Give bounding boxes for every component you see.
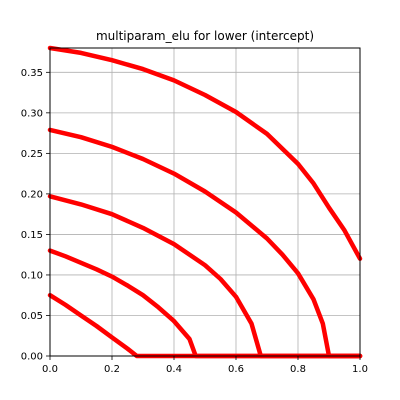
chart-title: multiparam_elu for lower (intercept) [96, 29, 314, 43]
y-tick-label: 0.00 [21, 352, 43, 363]
ticks: 0.0 0.2 0.4 0.6 0.8 1.0 0.00 0.05 0.10 0.15 0.20 0.… [21, 68, 368, 375]
x-tick-label: 0.2 [104, 364, 120, 375]
x-tick-label: 0.8 [290, 364, 306, 375]
x-tick-label: 0.6 [228, 364, 244, 375]
y-tick-label: 0.25 [21, 149, 43, 160]
y-tick-label: 0.30 [21, 108, 43, 119]
series-3-points [50, 196, 360, 356]
y-tick-label: 0.05 [21, 311, 43, 322]
y-tick-label: 0.10 [21, 270, 43, 281]
series-layer [50, 48, 360, 356]
x-tick-label: 0.0 [42, 364, 58, 375]
y-tick-label: 0.35 [21, 68, 43, 79]
series-4-points [50, 130, 360, 356]
x-tick-label: 1.0 [352, 364, 368, 375]
y-tick-label: 0.20 [21, 189, 43, 200]
x-tick-label: 0.4 [166, 364, 182, 375]
y-tick-label: 0.15 [21, 230, 43, 241]
